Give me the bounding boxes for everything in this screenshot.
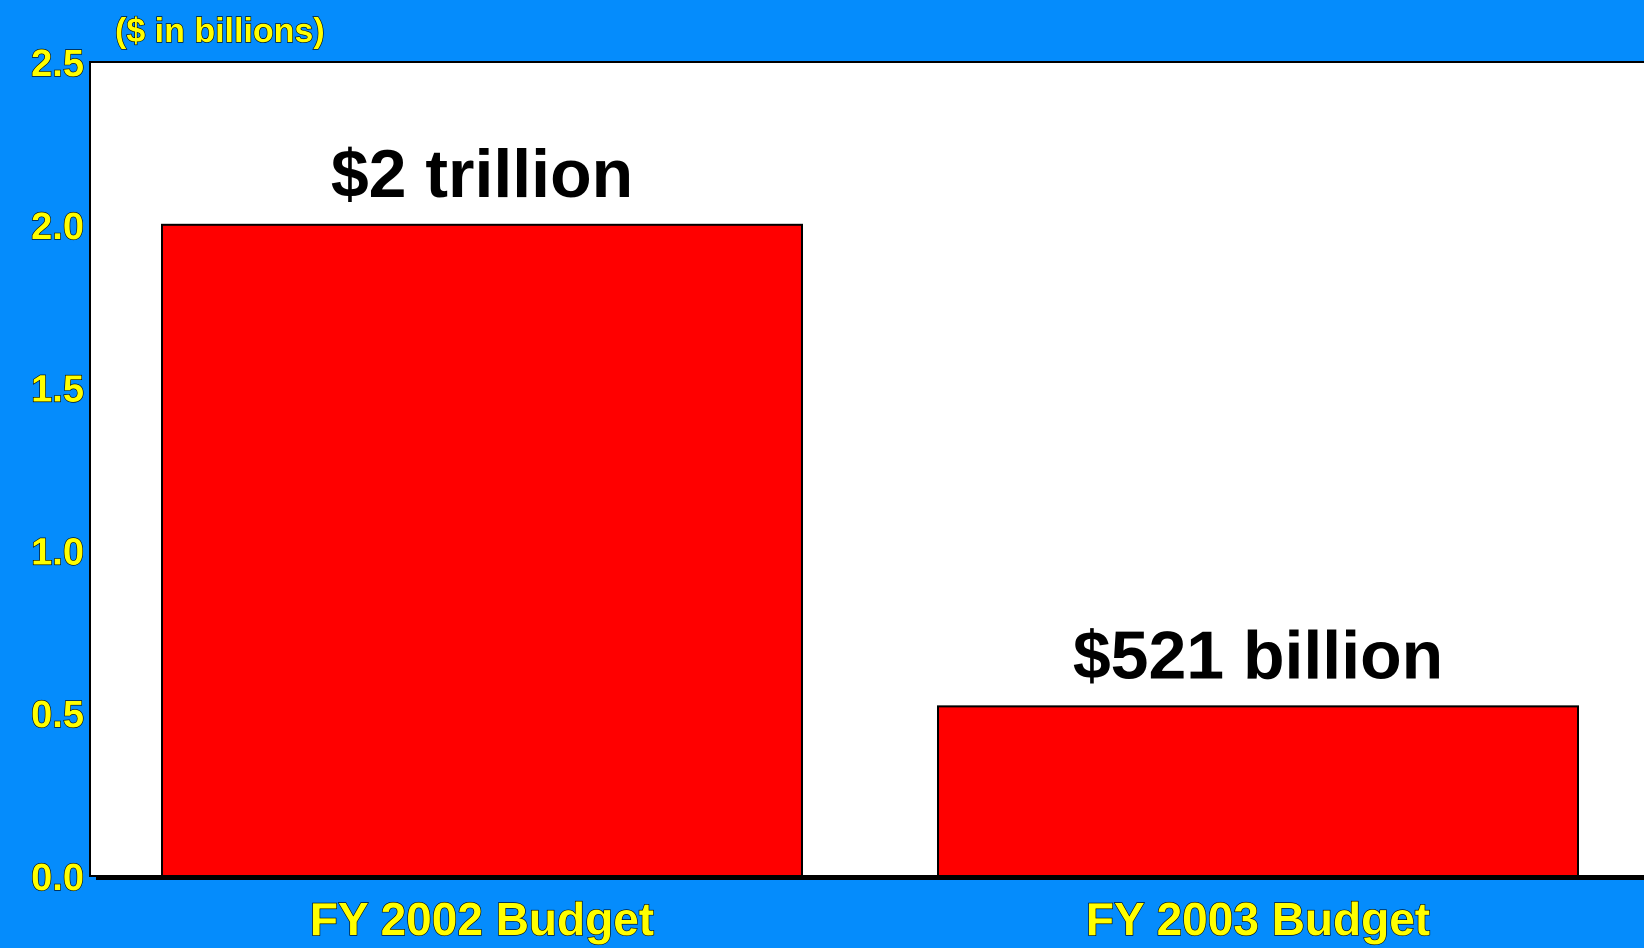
bars-group — [161, 223, 1579, 878]
bar-value-label-1: $2 trillion — [331, 136, 633, 212]
y-tick-label-2: 1.0 — [31, 531, 84, 573]
x-tick-label-1: FY 2002 Budget — [310, 893, 654, 945]
y-tick-label-1: 0.5 — [31, 694, 84, 736]
y-axis-tick-labels: 0.0 0.5 1.0 1.5 2.0 2.5 — [31, 42, 85, 899]
bar-2 — [937, 705, 1579, 878]
data-labels-group: $2 trillion $521 billion — [331, 136, 1443, 694]
x-tick-label-2: FY 2003 Budget — [1086, 893, 1430, 945]
y-tick-label-0: 0.0 — [31, 857, 84, 899]
bar-value-label-2: $521 billion — [1073, 617, 1443, 693]
bar-1 — [161, 223, 803, 878]
y-tick-label-5: 2.5 — [31, 43, 84, 85]
x-axis-category-labels: FY 2002 Budget FY 2003 Budget — [309, 892, 1430, 945]
unit-label: ($ in billions) — [115, 12, 325, 50]
y-tick-label-3: 1.5 — [31, 369, 84, 411]
y-tick-label-4: 2.0 — [31, 206, 84, 248]
